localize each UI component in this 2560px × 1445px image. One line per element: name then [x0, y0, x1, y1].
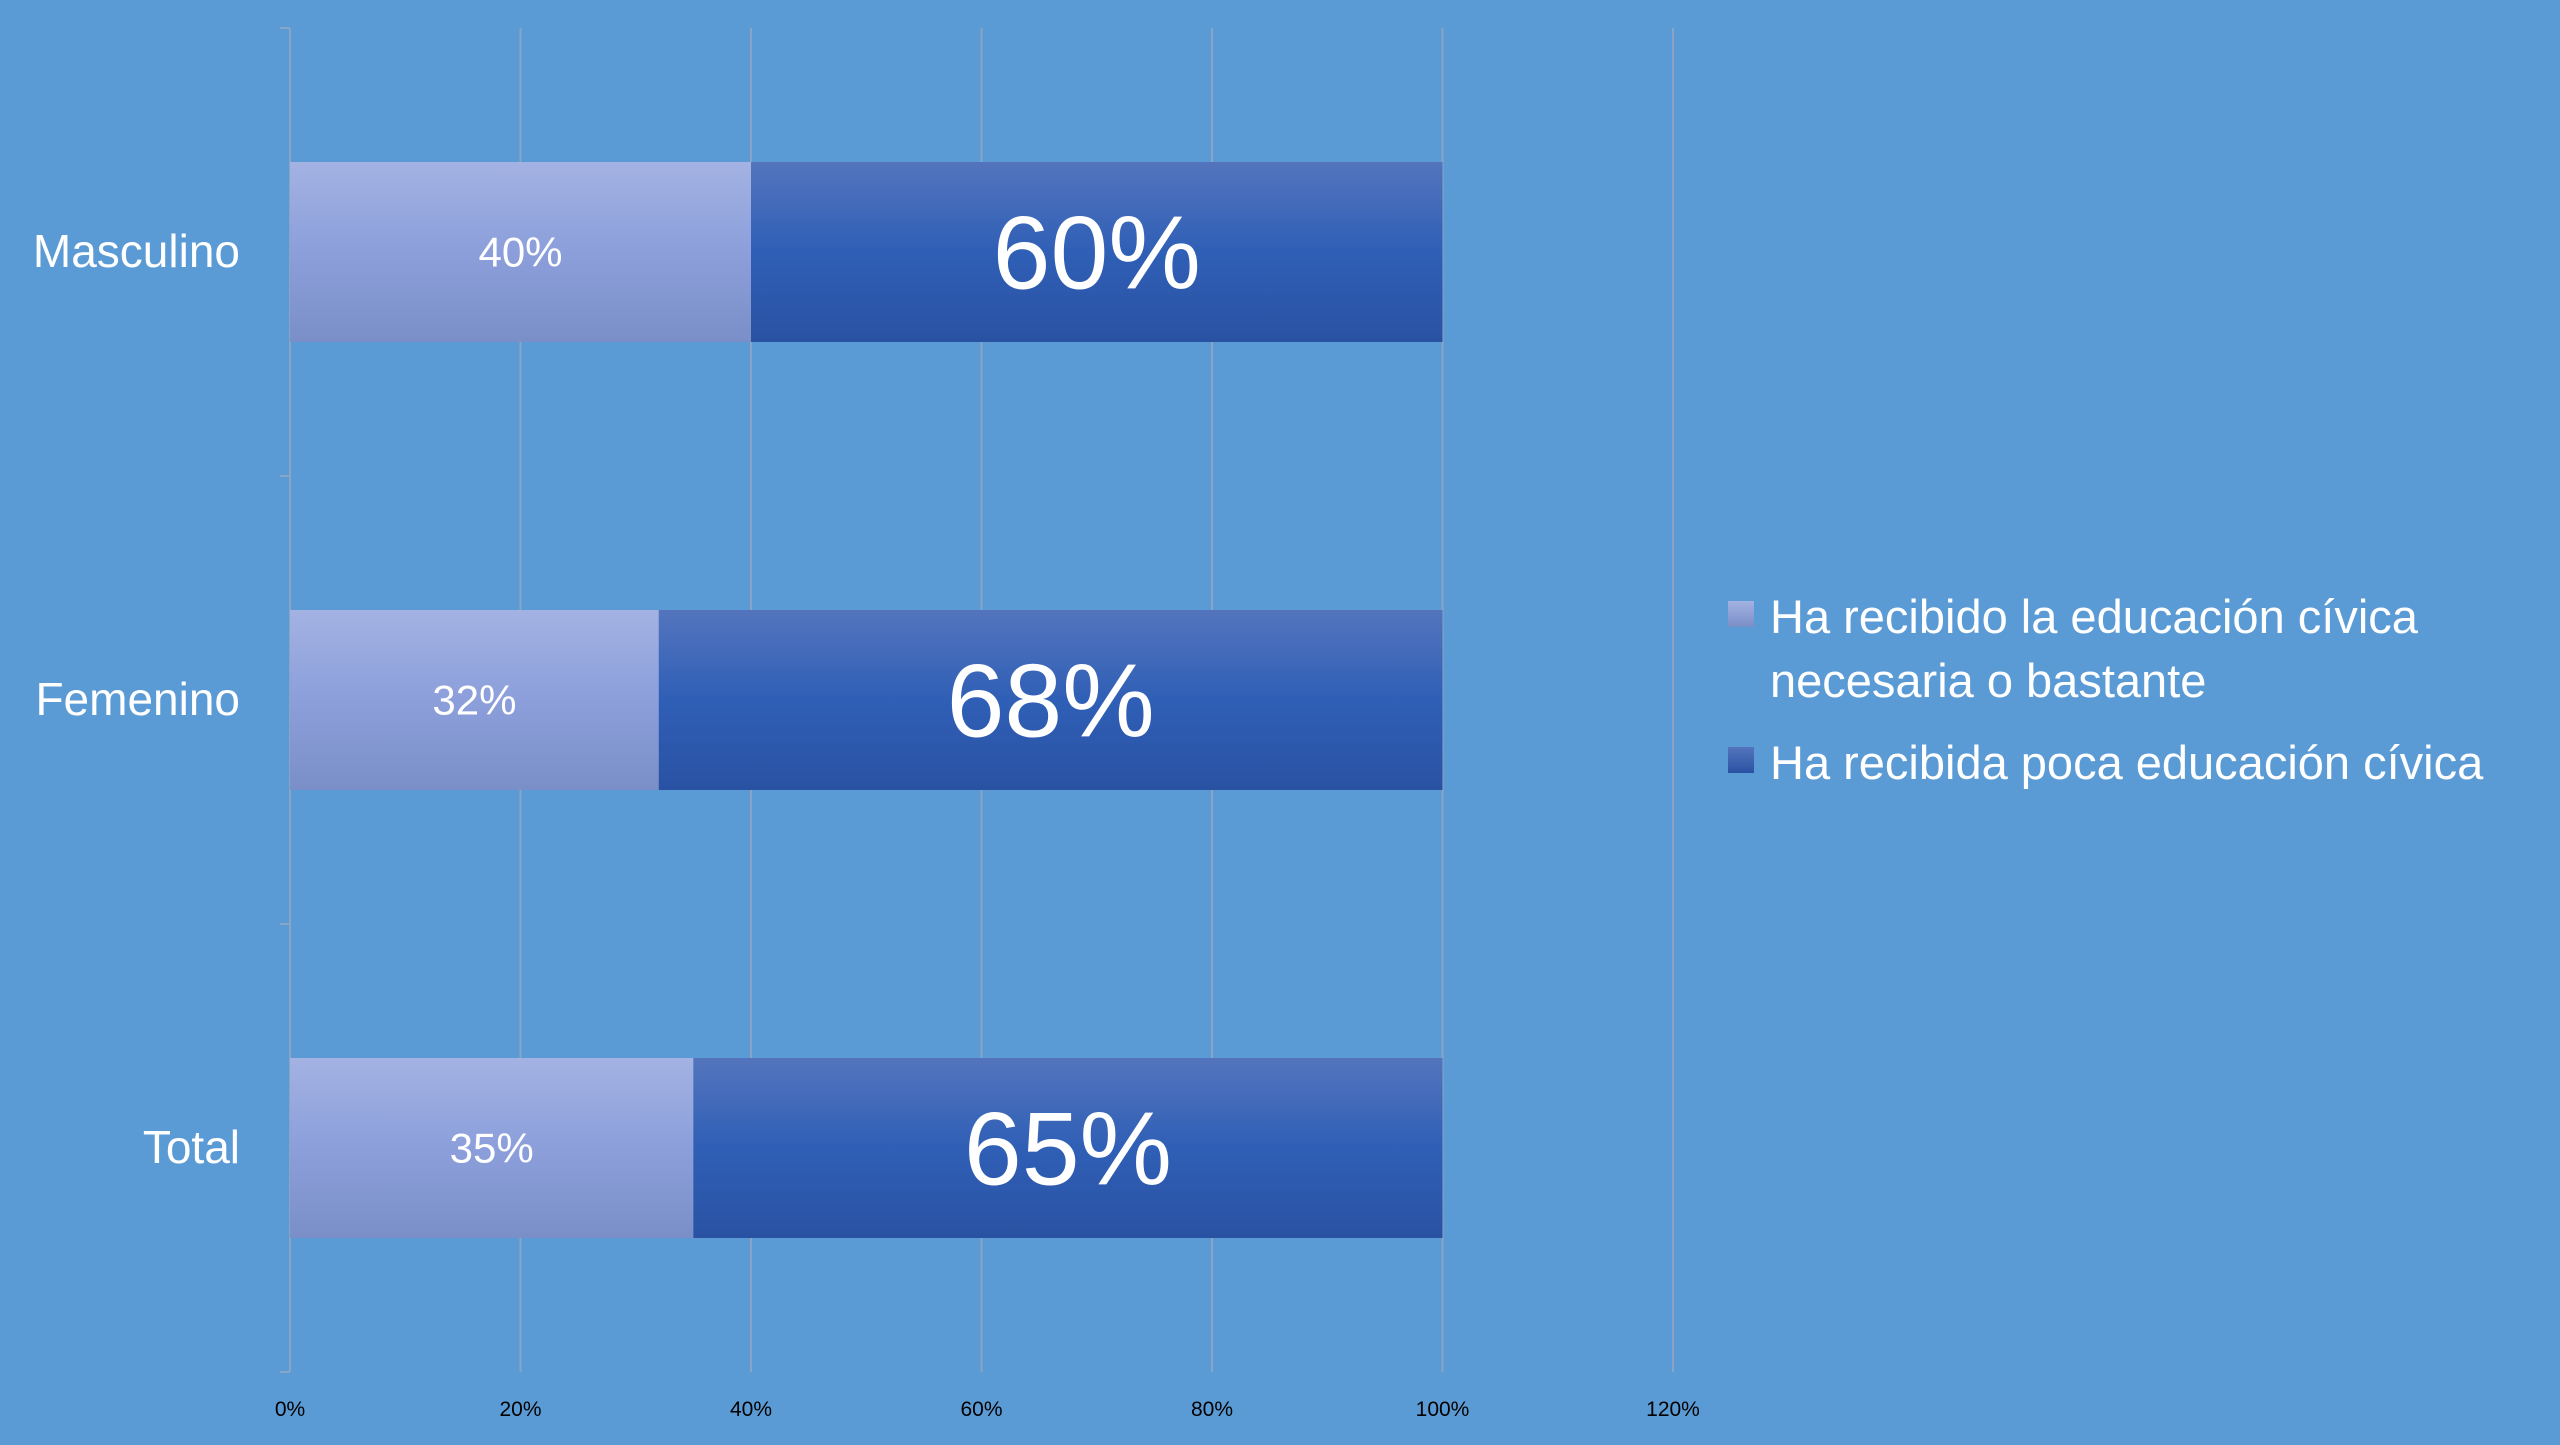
legend-swatch-series-2 [1728, 747, 1754, 773]
legend: Ha recibido la educación cívica necesari… [1728, 585, 2528, 813]
x-tick-label: 120% [1646, 1398, 1700, 1421]
axes: 0% 20% 40% 60% 80% 100% 120% Masculino Femenino T… [33, 27, 1700, 1421]
x-tick-label: 20% [499, 1398, 541, 1421]
data-label: 35% [450, 1125, 534, 1172]
data-label: 32% [432, 677, 516, 724]
bar-segment [290, 610, 659, 790]
bar-segment [290, 162, 751, 342]
data-label: 68% [947, 643, 1155, 759]
x-tick-label: 80% [1191, 1398, 1233, 1421]
legend-item-series-2: Ha recibida poca educación cívica [1728, 731, 2528, 795]
bar-segment [658, 610, 1443, 790]
legend-label-series-1: Ha recibido la educación cívica necesari… [1770, 590, 2418, 707]
x-tick-label: 40% [730, 1398, 772, 1421]
x-tick-label: 100% [1416, 1398, 1470, 1421]
data-label: 65% [964, 1091, 1172, 1207]
bar-segment [290, 1058, 694, 1238]
legend-item-series-1: Ha recibido la educación cívica necesari… [1728, 585, 2528, 713]
bar-segment [693, 1058, 1443, 1238]
bars [290, 162, 1443, 1238]
y-category-label: Masculino [33, 225, 240, 277]
data-label: 40% [478, 229, 562, 276]
bar-segment [751, 162, 1443, 342]
y-category-label: Total [143, 1121, 240, 1173]
legend-label-series-2: Ha recibida poca educación cívica [1770, 736, 2484, 789]
x-tick-label: 60% [960, 1398, 1002, 1421]
x-tick-label: 0% [275, 1398, 305, 1421]
legend-swatch-series-1 [1728, 601, 1754, 627]
y-category-label: Femenino [35, 673, 240, 725]
data-labels: 40% 60% 32% 68% 35% 65% [432, 195, 1200, 1207]
data-label: 60% [993, 195, 1201, 311]
